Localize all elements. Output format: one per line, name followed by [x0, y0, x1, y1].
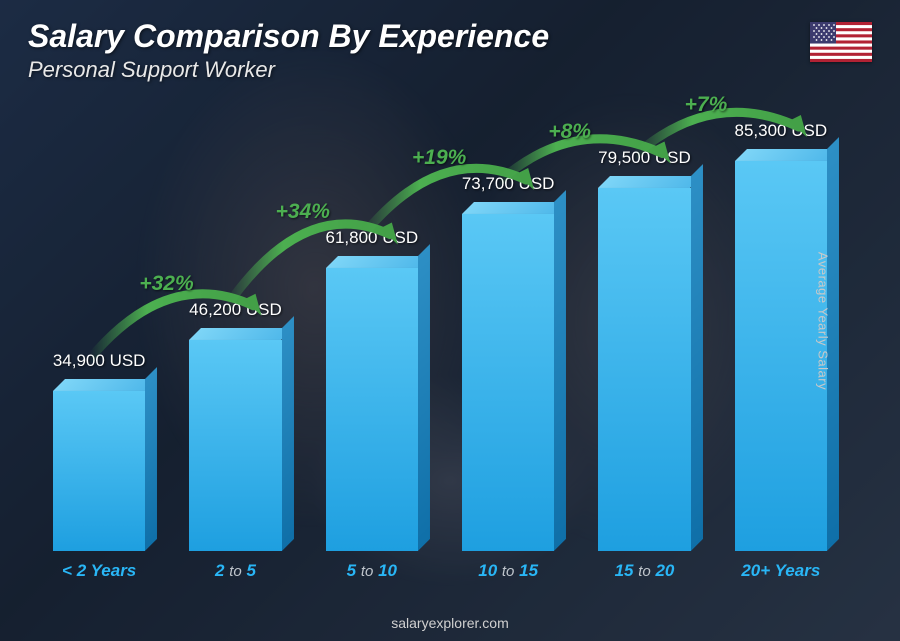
salary-bar-chart: 34,900 USD 46,200 USD 61,800 USD 73,700 USD…	[40, 100, 840, 581]
footer-attribution: salaryexplorer.com	[0, 615, 900, 631]
x-axis-label: 2 to 5	[176, 561, 294, 581]
bar-value-label: 79,500 USD	[598, 148, 691, 168]
page-title: Salary Comparison By Experience	[28, 18, 549, 55]
x-axis-label: 20+ Years	[722, 561, 840, 581]
bars-container: 34,900 USD 46,200 USD 61,800 USD 73,700 USD…	[40, 100, 840, 551]
bar-slot: 34,900 USD	[40, 100, 158, 551]
x-labels-row: < 2 Years 2 to 5 5 to 10 10 to 15 15 to 20 20…	[40, 561, 840, 581]
us-flag-icon	[810, 22, 872, 62]
bar-value-label: 85,300 USD	[734, 121, 827, 141]
x-axis-label: < 2 Years	[40, 561, 158, 581]
bar	[189, 340, 281, 551]
x-axis-label: 10 to 15	[449, 561, 567, 581]
bar-value-label: 34,900 USD	[53, 351, 146, 371]
page-subtitle: Personal Support Worker	[28, 57, 549, 83]
bar-value-label: 73,700 USD	[462, 174, 555, 194]
x-axis-label: 5 to 10	[313, 561, 431, 581]
bar	[462, 214, 554, 551]
bar-slot: 79,500 USD	[585, 100, 703, 551]
bar-value-label: 46,200 USD	[189, 300, 282, 320]
bar-value-label: 61,800 USD	[326, 228, 419, 248]
x-axis-label: 15 to 20	[585, 561, 703, 581]
bar	[326, 268, 418, 551]
bar	[53, 391, 145, 551]
bar	[598, 188, 690, 551]
bar-slot: 73,700 USD	[449, 100, 567, 551]
bar-slot: 46,200 USD	[176, 100, 294, 551]
bar	[735, 161, 827, 551]
bar-slot: 61,800 USD	[313, 100, 431, 551]
header: Salary Comparison By Experience Personal…	[28, 18, 549, 83]
y-axis-label: Average Yearly Salary	[815, 251, 830, 389]
